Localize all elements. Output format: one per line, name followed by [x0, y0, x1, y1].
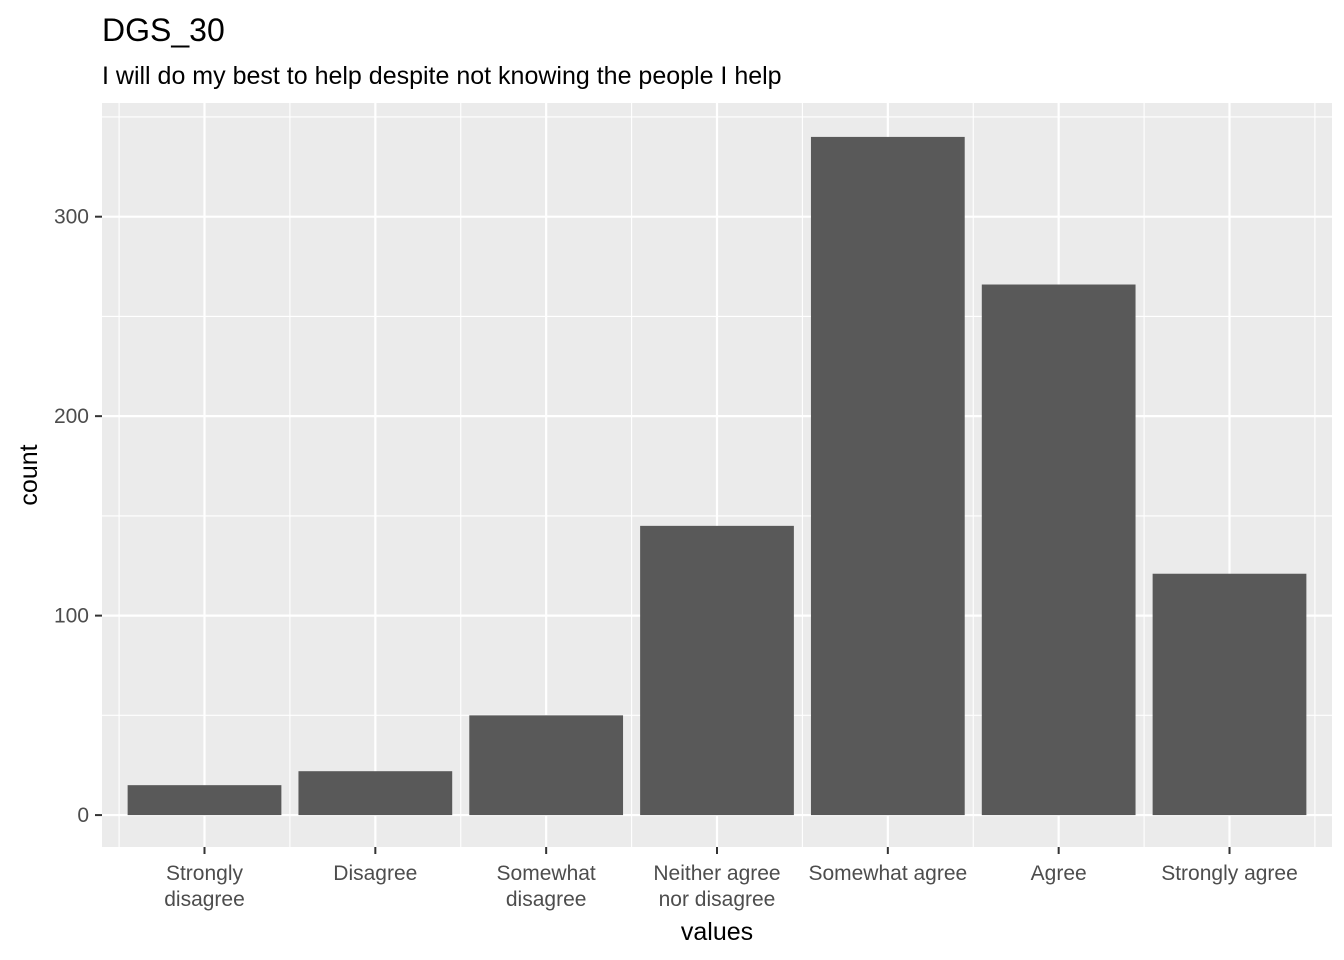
x-tick-label-line: Somewhat agree	[808, 862, 967, 885]
y-tick-label: 200	[54, 405, 89, 428]
bars	[127, 136, 1307, 816]
x-tick-label-line: nor disagree	[659, 888, 776, 911]
x-tick-label-line: disagree	[506, 888, 587, 911]
bar	[469, 715, 624, 816]
x-tick-label: Agree	[1031, 862, 1087, 885]
x-tick-label-line: Somewhat	[497, 862, 596, 885]
y-axis: 0 100 200 300	[54, 206, 102, 827]
x-tick-label: Strongly disagree	[164, 862, 245, 911]
x-tick-label-line: Strongly	[166, 862, 244, 885]
bar	[810, 136, 965, 816]
x-tick-label-line: Disagree	[333, 862, 417, 885]
y-tick-label: 0	[77, 804, 89, 827]
bar	[981, 284, 1136, 816]
x-tick-label: Neither agree nor disagree	[653, 862, 780, 911]
x-tick-label: Somewhat disagree	[497, 862, 596, 911]
y-axis-title: count	[15, 444, 43, 505]
x-tick-label-line: Neither agree	[653, 862, 780, 885]
y-tick-label: 300	[54, 206, 89, 229]
bar	[640, 525, 794, 816]
x-tick-label: Disagree	[333, 862, 417, 885]
bar	[298, 771, 453, 816]
x-tick-label: Somewhat agree	[808, 862, 967, 885]
bar	[1152, 573, 1307, 816]
bar	[127, 785, 282, 816]
x-axis-title: values	[681, 918, 753, 946]
x-tick-label-line: disagree	[164, 888, 245, 911]
y-tick-label: 100	[54, 605, 89, 628]
chart-subtitle: I will do my best to help despite not kn…	[102, 62, 782, 90]
x-tick-label-line: Agree	[1031, 862, 1087, 885]
x-tick-label-line: Strongly agree	[1161, 862, 1298, 885]
x-tick-label: Strongly agree	[1161, 862, 1298, 885]
chart-title: DGS_30	[102, 12, 225, 48]
x-axis: Strongly disagree Disagree Somewhat disagree…	[164, 847, 1298, 911]
